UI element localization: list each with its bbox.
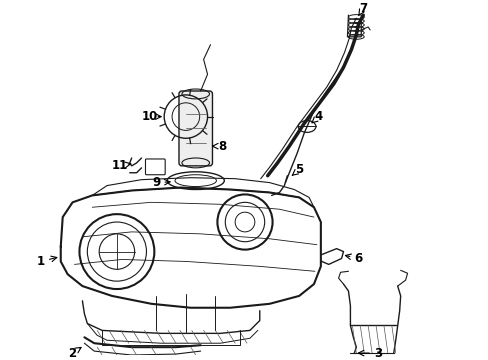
Text: 5: 5 [294,163,303,176]
Text: 2: 2 [68,347,77,360]
Text: 4: 4 [314,110,323,123]
FancyBboxPatch shape [179,91,212,166]
Text: 10: 10 [141,110,157,123]
Text: 6: 6 [353,252,362,265]
Text: 3: 3 [373,347,381,360]
Text: 11: 11 [112,159,128,172]
Text: 9: 9 [152,176,160,189]
Text: 7: 7 [358,2,366,15]
Text: 8: 8 [218,140,226,153]
Text: 1: 1 [37,255,45,268]
